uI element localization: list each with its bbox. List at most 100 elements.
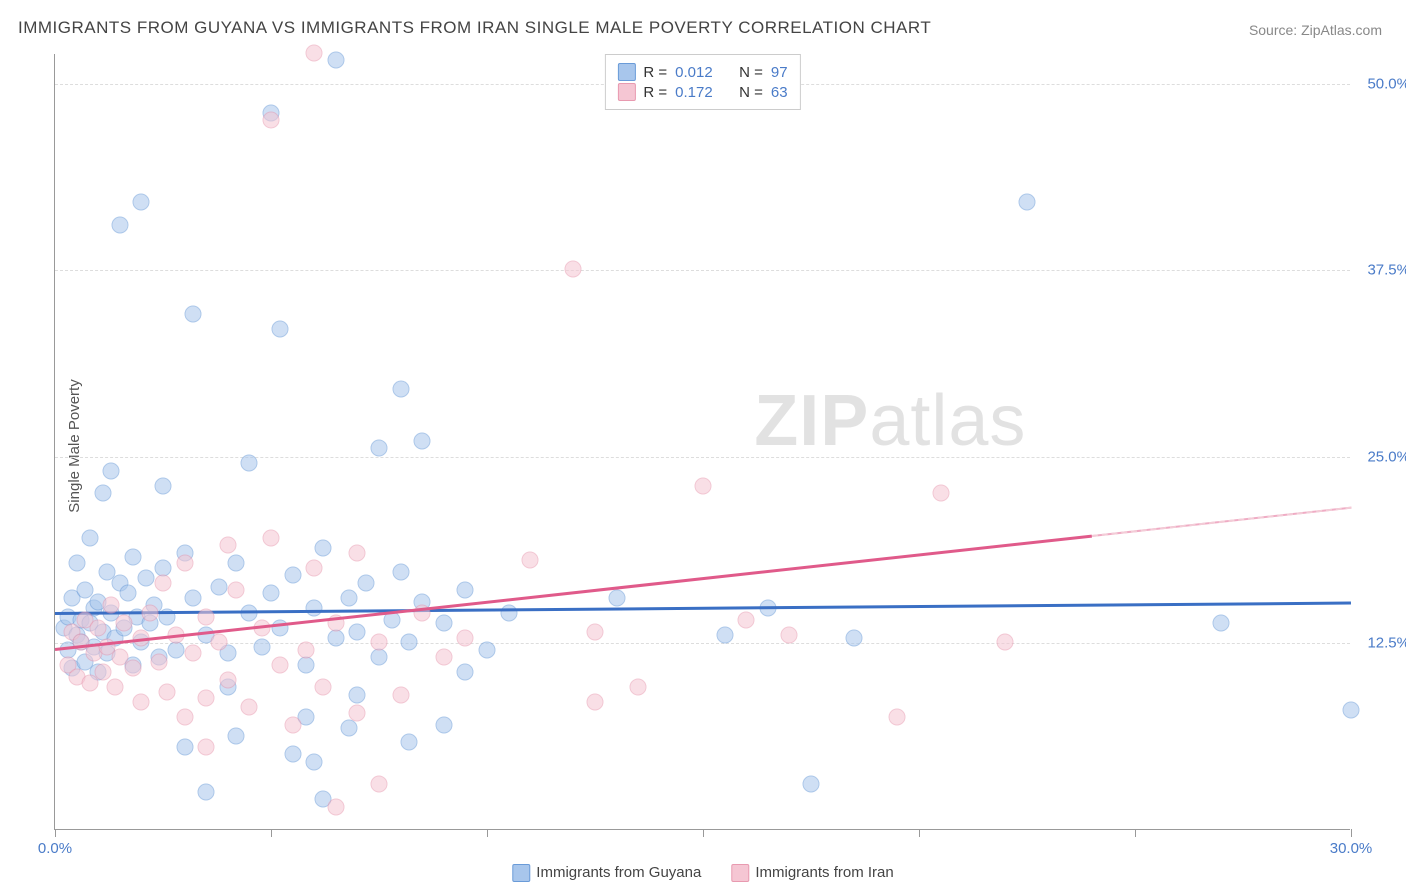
scatter-point	[176, 555, 193, 572]
scatter-point	[228, 728, 245, 745]
scatter-point	[479, 641, 496, 658]
scatter-point	[68, 555, 85, 572]
scatter-point	[228, 582, 245, 599]
source-link[interactable]: ZipAtlas.com	[1301, 22, 1382, 38]
scatter-point	[198, 783, 215, 800]
legend-bottom-item: Immigrants from Guyana	[512, 864, 701, 882]
scatter-point	[608, 589, 625, 606]
y-tick-label: 25.0%	[1355, 448, 1406, 465]
legend-r-label: R =	[643, 84, 667, 101]
scatter-point	[565, 261, 582, 278]
trend-line	[55, 535, 1092, 651]
scatter-point	[297, 656, 314, 673]
scatter-point	[327, 798, 344, 815]
scatter-point	[371, 440, 388, 457]
gridline-h	[55, 270, 1350, 271]
scatter-point	[263, 585, 280, 602]
watermark-bold: ZIP	[754, 381, 869, 461]
scatter-point	[94, 485, 111, 502]
scatter-point	[932, 485, 949, 502]
x-tick	[703, 829, 704, 837]
scatter-point	[457, 630, 474, 647]
legend-swatch	[512, 864, 530, 882]
scatter-point	[116, 615, 133, 632]
watermark-light: atlas	[869, 381, 1026, 461]
scatter-point	[997, 634, 1014, 651]
watermark: ZIPatlas	[754, 380, 1026, 462]
legend-n-value: 97	[771, 64, 788, 81]
scatter-point	[401, 634, 418, 651]
scatter-point	[185, 644, 202, 661]
scatter-point	[1213, 615, 1230, 632]
scatter-point	[306, 559, 323, 576]
scatter-point	[124, 659, 141, 676]
scatter-point	[349, 704, 366, 721]
scatter-point	[107, 679, 124, 696]
scatter-point	[306, 600, 323, 617]
scatter-point	[176, 738, 193, 755]
scatter-point	[781, 627, 798, 644]
scatter-point	[284, 716, 301, 733]
scatter-point	[198, 689, 215, 706]
legend-n-value: 63	[771, 84, 788, 101]
scatter-point	[371, 776, 388, 793]
y-tick-label: 50.0%	[1355, 75, 1406, 92]
gridline-h	[55, 643, 1350, 644]
scatter-point	[457, 664, 474, 681]
scatter-point	[401, 734, 418, 751]
legend-bottom: Immigrants from Guyana Immigrants from Ir…	[512, 864, 893, 882]
scatter-point	[371, 649, 388, 666]
x-tick	[487, 829, 488, 837]
y-tick-label: 12.5%	[1355, 635, 1406, 652]
scatter-point	[284, 746, 301, 763]
x-tick	[1351, 829, 1352, 837]
legend-top: R =0.012N =97R =0.172N =63	[604, 54, 800, 110]
scatter-point	[133, 194, 150, 211]
legend-r-value: 0.012	[675, 64, 723, 81]
legend-top-row: R =0.172N =63	[617, 83, 787, 101]
scatter-point	[392, 380, 409, 397]
scatter-point	[1019, 194, 1036, 211]
scatter-point	[155, 574, 172, 591]
scatter-point	[211, 634, 228, 651]
scatter-point	[284, 567, 301, 584]
scatter-point	[340, 719, 357, 736]
scatter-point	[327, 52, 344, 69]
scatter-point	[219, 537, 236, 554]
scatter-point	[435, 716, 452, 733]
scatter-point	[297, 641, 314, 658]
legend-swatch	[617, 83, 635, 101]
scatter-point	[716, 627, 733, 644]
scatter-point	[435, 649, 452, 666]
source-prefix: Source:	[1249, 22, 1301, 38]
legend-bottom-item: Immigrants from Iran	[731, 864, 893, 882]
scatter-point	[219, 671, 236, 688]
scatter-point	[103, 597, 120, 614]
scatter-point	[327, 630, 344, 647]
scatter-point	[81, 530, 98, 547]
scatter-point	[306, 753, 323, 770]
x-tick	[55, 829, 56, 837]
x-tick	[919, 829, 920, 837]
scatter-point	[587, 694, 604, 711]
scatter-point	[198, 609, 215, 626]
scatter-point	[846, 630, 863, 647]
scatter-point	[263, 530, 280, 547]
scatter-point	[392, 686, 409, 703]
scatter-point	[120, 585, 137, 602]
scatter-point	[167, 641, 184, 658]
scatter-point	[103, 462, 120, 479]
scatter-point	[630, 679, 647, 696]
scatter-point	[803, 776, 820, 793]
scatter-point	[185, 306, 202, 323]
scatter-point	[150, 653, 167, 670]
x-tick-label: 0.0%	[38, 840, 72, 857]
scatter-point	[198, 738, 215, 755]
scatter-point	[435, 615, 452, 632]
scatter-point	[228, 555, 245, 572]
scatter-point	[392, 564, 409, 581]
legend-n-label: N =	[739, 84, 763, 101]
plot-area: ZIPatlas R =0.012N =97R =0.172N =63 12.5…	[54, 54, 1350, 830]
scatter-point	[340, 589, 357, 606]
scatter-point	[695, 477, 712, 494]
